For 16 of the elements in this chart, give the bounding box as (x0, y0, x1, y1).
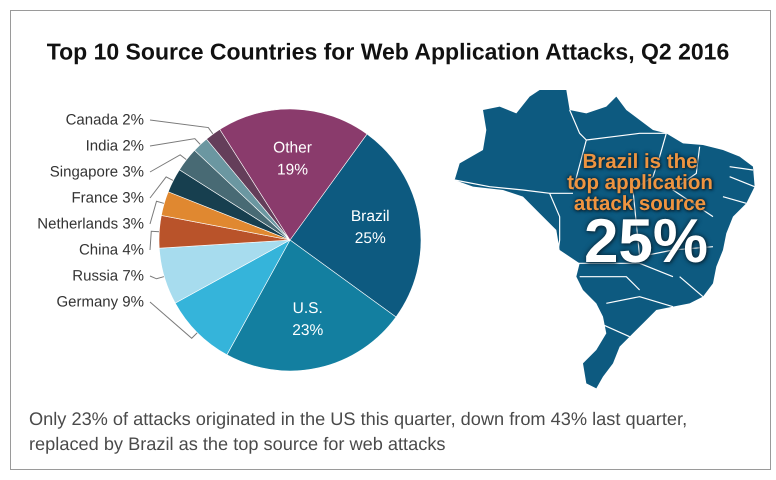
data-label: 19% (277, 161, 308, 178)
slice-label: Canada 2% (66, 112, 144, 128)
slice-label: Singapore 3% (50, 164, 144, 180)
slice-label: Russia 7% (72, 268, 144, 284)
data-label: 25% (354, 230, 386, 247)
slice-label: Other (273, 139, 312, 156)
slice-label: India 2% (86, 138, 144, 154)
text: Only 23% of attacks originated in the US this quarter, down from 43% last quarter, replaced by Brazil as the top source for web attacks (29, 408, 688, 456)
data-label: 23% (292, 322, 324, 339)
slice-label: Netherlands 3% (37, 216, 144, 232)
slice-label: Germany 9% (56, 294, 144, 310)
slice-label: U.S. (292, 300, 323, 317)
slice-label: Brazil (350, 208, 390, 225)
slice-label: China 4% (78, 242, 144, 258)
slice-label: France 3% (71, 190, 144, 206)
chart-title: Top 10 Source Countries for Web Application Attacks, Q2 2016 (46, 38, 730, 64)
